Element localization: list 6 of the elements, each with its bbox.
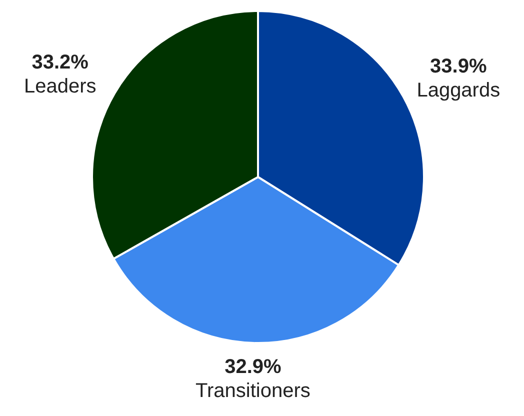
- slice-label: Transitioners: [196, 380, 310, 402]
- slice-label: Leaders: [24, 76, 96, 98]
- slice-label: Laggards: [416, 79, 500, 102]
- data-label: 32.9%: [224, 356, 282, 378]
- data-label: 33.9%: [430, 55, 487, 78]
- data-label: 33.2%: [32, 52, 89, 74]
